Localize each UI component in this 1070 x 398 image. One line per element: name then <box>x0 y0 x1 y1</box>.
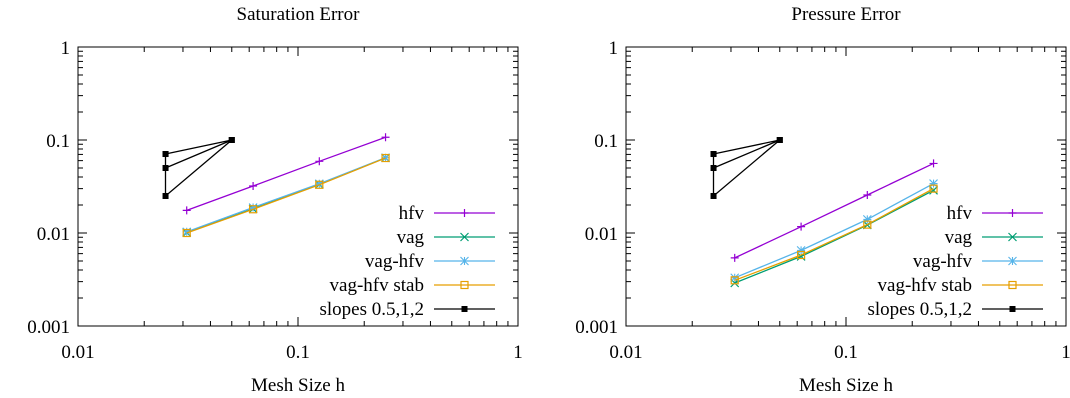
data-point <box>182 227 192 237</box>
series-line <box>712 139 781 198</box>
y-tick-label: 0.001 <box>27 317 70 338</box>
y-tick-label: 0.1 <box>594 131 618 152</box>
series-line <box>734 188 934 281</box>
y-tick-label: 0.1 <box>46 131 70 152</box>
legend-label: hfv <box>947 203 973 224</box>
data-point <box>314 179 324 189</box>
legend-label: vag-hfv stab <box>878 275 972 296</box>
legend-label: vag-hfv stab <box>330 275 424 296</box>
data-point <box>929 185 938 195</box>
data-point <box>730 276 739 285</box>
series-line <box>186 157 386 233</box>
legend-marker <box>1008 209 1017 217</box>
series-vag <box>730 185 938 288</box>
data-point <box>381 153 390 163</box>
legend-label: vag <box>945 227 973 248</box>
legend-marker <box>1008 256 1017 266</box>
data-point <box>710 151 717 158</box>
y-tick-label: 1 <box>61 38 71 59</box>
data-point <box>182 228 191 238</box>
legend-marker <box>460 280 469 290</box>
x-tick-label: 1 <box>1061 342 1070 363</box>
series-vag-hfv <box>730 179 938 283</box>
data-point <box>797 222 806 231</box>
x-tick-label: 0.1 <box>834 342 858 363</box>
legend-marker <box>1008 280 1017 290</box>
data-point <box>863 220 872 229</box>
series-line <box>186 136 386 212</box>
series-hfv <box>182 133 390 215</box>
data-point <box>730 253 739 262</box>
x-tick-label: 0.1 <box>286 342 310 363</box>
x-axis-label: Mesh Size h <box>799 375 893 396</box>
data-point <box>863 191 872 200</box>
legend-marker <box>1008 232 1017 242</box>
legend-marker <box>1009 306 1016 312</box>
y-tick-label: 0.001 <box>575 317 618 338</box>
data-point <box>381 133 390 142</box>
data-point <box>710 192 717 199</box>
legend-label: slopes 0.5,1,2 <box>320 299 425 320</box>
data-point <box>381 153 390 163</box>
y-tick-label: 0.01 <box>37 224 70 245</box>
data-point <box>776 137 783 143</box>
x-tick-label: 0.01 <box>609 342 642 363</box>
data-point <box>315 180 324 189</box>
data-point <box>796 246 806 255</box>
legend-label: vag <box>397 227 425 248</box>
data-point <box>710 164 717 171</box>
data-point <box>162 151 169 158</box>
data-point <box>162 164 169 171</box>
chart-title: Saturation Error <box>237 4 361 25</box>
y-tick-label: 0.01 <box>585 224 618 245</box>
legend-marker <box>460 209 469 217</box>
data-point <box>248 203 258 212</box>
data-point <box>929 159 938 168</box>
data-point <box>162 192 169 199</box>
plot-frame <box>77 46 519 327</box>
series-line <box>164 139 233 198</box>
data-point <box>249 182 258 191</box>
series-line <box>734 183 934 279</box>
data-point <box>248 205 258 214</box>
data-point <box>182 206 191 215</box>
y-tick-label: 1 <box>609 38 619 59</box>
series-vag-hfv-stab <box>730 184 938 285</box>
x-tick-label: 0.01 <box>61 342 94 363</box>
data-point <box>929 184 938 193</box>
series-slopes-0-5-1-2 <box>162 137 235 199</box>
plot-frame <box>625 46 1067 327</box>
series-hfv <box>730 159 938 262</box>
legend-label: vag-hfv <box>365 251 425 272</box>
data-point <box>228 137 235 143</box>
legend-label: hfv <box>399 203 425 224</box>
data-point <box>315 157 324 166</box>
data-point <box>862 215 872 224</box>
legend-marker <box>460 256 469 266</box>
legend-label: vag-hfv <box>913 251 973 272</box>
data-point <box>730 273 740 283</box>
data-point <box>929 179 938 188</box>
chart-title: Pressure Error <box>791 4 901 25</box>
x-tick-label: 1 <box>513 342 523 363</box>
series-line <box>186 157 386 234</box>
series-vag-hfv-stab <box>182 153 390 238</box>
legend-marker <box>461 306 468 312</box>
x-axis-label: Mesh Size h <box>251 375 345 396</box>
series-line <box>734 162 934 259</box>
series-line <box>734 189 934 284</box>
legend-marker <box>460 232 469 242</box>
series-slopes-0-5-1-2 <box>710 137 783 199</box>
legend-label: slopes 0.5,1,2 <box>868 299 973 320</box>
data-point <box>796 250 806 260</box>
